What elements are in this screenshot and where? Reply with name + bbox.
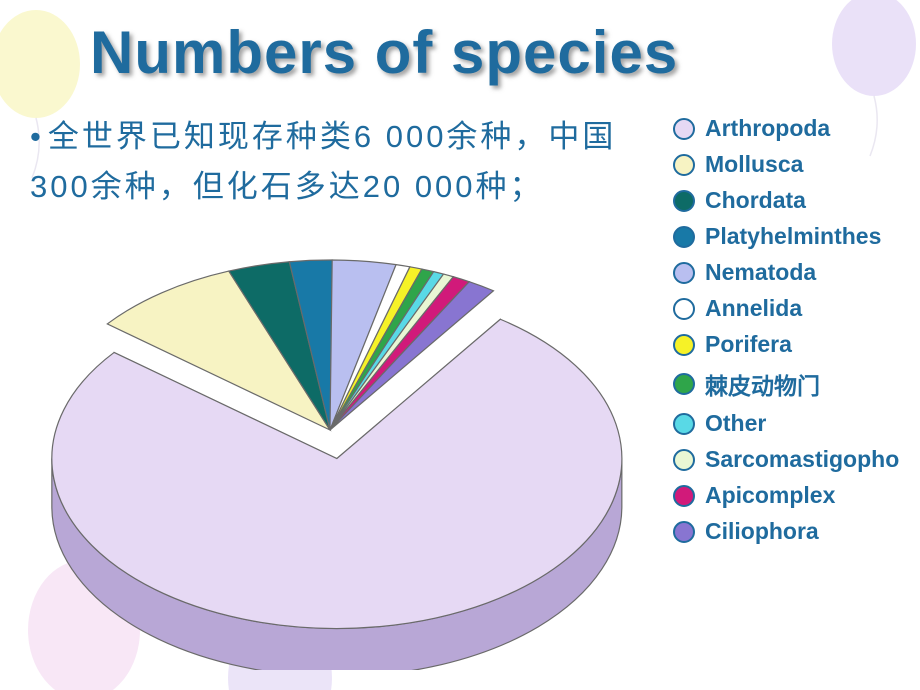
legend-item: Nematoda [673, 259, 918, 286]
bullet-text: •全世界已知现存种类6 000余种，中国300余种，但化石多达20 000种； [30, 112, 670, 211]
legend-item: Sarcomastigopho [673, 446, 918, 473]
legend-label: Other [705, 410, 766, 437]
legend-label: Nematoda [705, 259, 816, 286]
legend-label: Platyhelminthes [705, 223, 881, 250]
legend: Arthropoda Mollusca Chordata Platyhelminthe… [673, 115, 918, 554]
slide-title: Numbers of species [90, 18, 678, 87]
legend-item: 棘皮动物门 [673, 367, 918, 401]
legend-swatch [673, 154, 695, 176]
legend-label: 棘皮动物门 [705, 367, 820, 401]
legend-label: Apicomplex [705, 482, 835, 509]
legend-swatch [673, 373, 695, 395]
legend-label: Ciliophora [705, 518, 819, 545]
pie-chart [10, 210, 650, 670]
legend-label: Chordata [705, 187, 806, 214]
legend-swatch [673, 334, 695, 356]
legend-item: Mollusca [673, 151, 918, 178]
legend-item: Other [673, 410, 918, 437]
bullet-marker: • [30, 119, 44, 154]
legend-label: Annelida [705, 295, 802, 322]
legend-swatch [673, 521, 695, 543]
legend-item: Platyhelminthes [673, 223, 918, 250]
legend-swatch [673, 262, 695, 284]
legend-item: Ciliophora [673, 518, 918, 545]
legend-item: Annelida [673, 295, 918, 322]
legend-label: Sarcomastigopho [705, 446, 899, 473]
legend-item: Chordata [673, 187, 918, 214]
legend-swatch [673, 485, 695, 507]
legend-item: Porifera [673, 331, 918, 358]
legend-label: Porifera [705, 331, 792, 358]
legend-swatch [673, 413, 695, 435]
legend-item: Apicomplex [673, 482, 918, 509]
legend-label: Mollusca [705, 151, 803, 178]
legend-swatch [673, 449, 695, 471]
legend-label: Arthropoda [705, 115, 830, 142]
legend-swatch [673, 118, 695, 140]
bullet-content: 全世界已知现存种类6 000余种，中国300余种，但化石多达20 000种； [30, 119, 616, 204]
legend-swatch [673, 226, 695, 248]
legend-swatch [673, 298, 695, 320]
legend-item: Arthropoda [673, 115, 918, 142]
legend-swatch [673, 190, 695, 212]
